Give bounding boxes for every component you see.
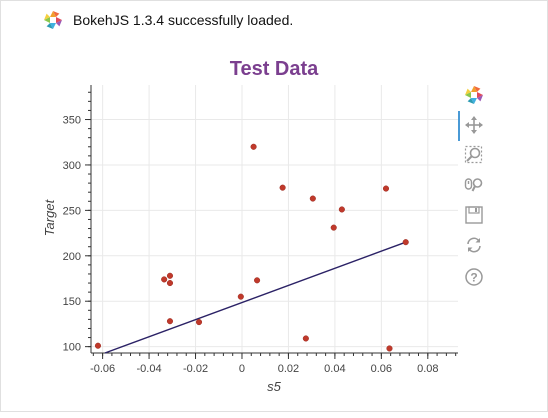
plot-container[interactable]: Test Data -0.06 -0.04 -0.02 0 0.02 0.04 0.06 0.… xyxy=(1,51,548,413)
x-tick-label: 0.06 xyxy=(371,363,392,375)
scatter-plot[interactable]: Test Data -0.06 -0.04 -0.02 0 0.02 0.04 0.06 0.… xyxy=(1,51,548,413)
data-point xyxy=(166,272,174,279)
y-tick-label: 200 xyxy=(63,251,81,263)
data-points xyxy=(94,143,409,352)
bokeh-loaded-banner: BokehJS 1.3.4 successfully loaded. xyxy=(43,9,293,31)
x-tick-label: 0.02 xyxy=(278,363,299,375)
help-icon: ? xyxy=(465,268,483,286)
data-point xyxy=(254,277,261,284)
loaded-message: BokehJS 1.3.4 successfully loaded. xyxy=(73,12,294,28)
data-point xyxy=(279,184,286,191)
x-tick-label: 0.04 xyxy=(324,363,345,375)
toolbar-logo[interactable] xyxy=(463,84,485,106)
y-axis-label: Target xyxy=(42,198,57,236)
data-point xyxy=(161,276,168,283)
pan-tool-button[interactable] xyxy=(463,114,485,136)
data-point xyxy=(382,185,390,192)
data-point xyxy=(166,279,174,287)
regression-line xyxy=(104,241,406,354)
data-point xyxy=(237,293,244,300)
box-zoom-icon xyxy=(464,145,483,164)
data-point xyxy=(94,342,102,349)
data-point xyxy=(302,335,309,342)
data-point xyxy=(309,195,316,202)
save-tool-button[interactable] xyxy=(463,204,485,226)
regression-line-group xyxy=(104,241,406,354)
data-point xyxy=(338,206,345,213)
x-tick-label: 0.08 xyxy=(417,363,438,375)
box-zoom-tool-button[interactable] xyxy=(463,144,485,166)
help-tool-button[interactable]: ? xyxy=(463,266,485,288)
y-tick-label: 150 xyxy=(63,296,81,308)
data-point xyxy=(402,239,409,246)
x-tick-label: -0.06 xyxy=(90,363,115,375)
reset-icon xyxy=(467,237,481,253)
data-point xyxy=(250,143,257,150)
svg-text:?: ? xyxy=(470,271,477,285)
active-tool-indicator xyxy=(458,111,460,141)
x-tick-label: -0.04 xyxy=(137,363,162,375)
y-tick-label: 250 xyxy=(63,205,81,217)
y-tick-label: 350 xyxy=(63,115,81,127)
y-tick-label: 300 xyxy=(63,160,81,172)
x-tick-label: 0 xyxy=(239,363,245,375)
data-point xyxy=(330,224,337,231)
wheel-zoom-icon xyxy=(464,178,483,192)
y-tick-label: 100 xyxy=(63,342,81,354)
save-icon xyxy=(465,206,483,224)
data-point xyxy=(166,318,174,325)
bokeh-logo-icon xyxy=(44,11,62,29)
pan-icon xyxy=(465,116,483,134)
reset-tool-button[interactable] xyxy=(463,234,485,256)
wheel-zoom-tool-button[interactable] xyxy=(463,174,485,196)
grid-lines xyxy=(91,85,458,353)
data-point xyxy=(195,319,203,326)
chart-title: Test Data xyxy=(230,58,319,80)
x-axis-label: s5 xyxy=(267,379,282,394)
axes: -0.06 -0.04 -0.02 0 0.02 0.04 0.06 0.08 100 150 20… xyxy=(63,85,458,375)
data-point xyxy=(386,345,393,352)
x-tick-label: -0.02 xyxy=(183,363,208,375)
bokeh-logo-icon xyxy=(465,86,483,104)
